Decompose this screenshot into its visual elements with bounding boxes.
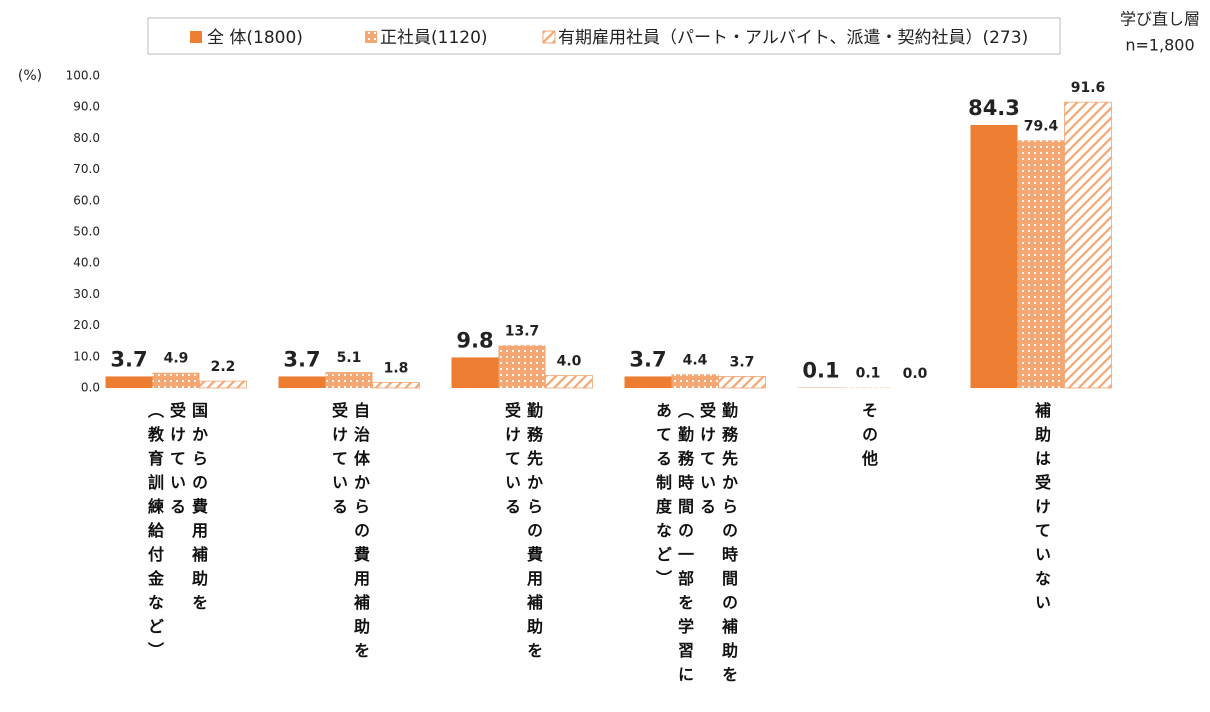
value-label: 4.9: [164, 351, 189, 367]
x-tick-label: 勤務先からの時間の補助を 受けている （勤務時間の一部を学習に あてる制度など）: [653, 402, 738, 690]
bar: [372, 381, 420, 389]
note: 学び直し層: [1120, 10, 1200, 29]
bar: [970, 124, 1018, 388]
value-label: 1.8: [384, 360, 409, 376]
y-tick-label: 70.0: [73, 162, 100, 176]
legend-label: 正社員(1120): [380, 28, 488, 48]
y-tick-label: 0.0: [81, 381, 100, 395]
legend-swatch: [365, 31, 377, 43]
bar: [451, 357, 499, 388]
value-label: 5.1: [337, 350, 362, 366]
y-tick-label: 50.0: [73, 225, 100, 239]
bar: [498, 345, 546, 388]
value-label: 79.4: [1024, 118, 1059, 134]
y-axis-label: (%): [18, 68, 42, 84]
y-tick-label: 60.0: [73, 193, 100, 207]
y-tick-label: 10.0: [73, 349, 100, 363]
legend-label: 全 体(1800): [207, 28, 303, 48]
bar: [1064, 101, 1112, 389]
bar: [199, 380, 247, 389]
x-tick-label: 補助は受けていない: [1032, 402, 1051, 618]
value-label: 3.7: [629, 347, 666, 371]
legend-swatch: [542, 30, 556, 44]
value-label: 3.7: [730, 354, 755, 370]
bar: [152, 372, 200, 388]
value-label: 0.0: [903, 366, 928, 382]
value-label: 91.6: [1071, 80, 1106, 96]
value-label: 0.1: [856, 366, 881, 382]
bar: [671, 374, 719, 388]
bar: [325, 372, 373, 388]
legend-swatch: [190, 31, 202, 43]
value-label: 4.0: [557, 354, 582, 370]
sample-size: n=1,800: [1125, 36, 1194, 55]
x-tick-label: その他: [859, 402, 878, 474]
value-label: 3.7: [283, 347, 320, 371]
x-tick-label: 自治体からの費用補助を 受けている: [329, 402, 370, 666]
y-tick-label: 20.0: [73, 318, 100, 332]
value-label: 13.7: [505, 323, 540, 339]
bar: [718, 376, 766, 389]
value-label: 9.8: [456, 328, 493, 352]
value-label: 3.7: [110, 347, 147, 371]
x-tick-label: 勤務先からの費用補助を 受けている: [502, 402, 543, 666]
y-tick-label: 40.0: [73, 256, 100, 270]
legend-label: 有期雇用社員（パート・アルバイト、派遣・契約社員）(273): [558, 28, 1028, 48]
legend-box: [147, 17, 1061, 55]
y-tick-label: 100.0: [66, 69, 100, 83]
value-label: 84.3: [968, 96, 1020, 120]
value-label: 4.4: [683, 352, 708, 368]
y-tick-label: 30.0: [73, 287, 100, 301]
y-tick-label: 80.0: [73, 131, 100, 145]
bar: [1017, 140, 1065, 388]
bar: [545, 375, 593, 389]
value-label: 2.2: [211, 359, 236, 375]
y-tick-label: 90.0: [73, 100, 100, 114]
value-label: 0.1: [802, 359, 839, 383]
bar: [105, 376, 153, 388]
bar: [624, 376, 672, 388]
x-tick-label: 国からの費用補助を 受けている （教育訓練給付金など）: [145, 402, 208, 666]
bar: [278, 376, 326, 388]
